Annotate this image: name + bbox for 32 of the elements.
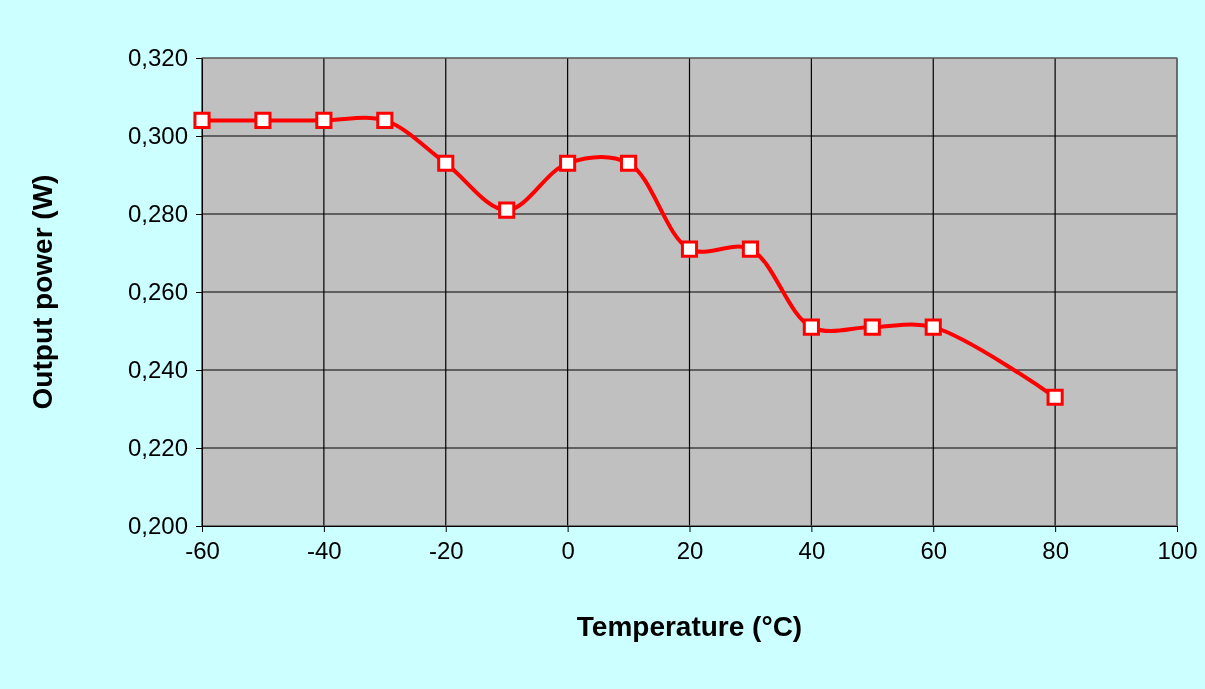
- point: [498, 201, 516, 219]
- y-tick-label: 0,220: [127, 434, 188, 462]
- x-tick-label: -40: [307, 537, 342, 565]
- x-tick-label: 80: [1042, 537, 1069, 565]
- point: [559, 154, 577, 172]
- y-tick-label: 0,300: [127, 122, 188, 150]
- y-tick-label: 0,260: [127, 278, 188, 306]
- point: [863, 318, 881, 336]
- y-tick-label: 0,200: [127, 512, 188, 540]
- point: [924, 318, 942, 336]
- x-tick-label: 40: [798, 537, 826, 565]
- point: [376, 111, 394, 129]
- point: [1046, 388, 1064, 406]
- y-tick-label: 0,280: [127, 200, 188, 228]
- point: [802, 318, 820, 336]
- x-tick-label: 100: [1157, 537, 1198, 565]
- point: [315, 111, 333, 129]
- y-tick-label: 0,240: [127, 356, 188, 384]
- point: [193, 111, 211, 129]
- x-tick-label: -60: [185, 537, 220, 565]
- x-tick-label: 0: [561, 537, 575, 565]
- point: [254, 111, 272, 129]
- x-tick-label: 20: [676, 537, 704, 565]
- point: [680, 240, 699, 258]
- point: [619, 154, 638, 172]
- point: [741, 240, 760, 258]
- point: [437, 154, 455, 172]
- x-tick-label: 60: [920, 537, 948, 565]
- x-axis-title: Temperature (°C): [576, 611, 803, 642]
- x-tick-label: -20: [428, 537, 464, 565]
- y-axis-title: Output power (W): [27, 174, 58, 410]
- y-tick-label: 0,320: [127, 44, 188, 72]
